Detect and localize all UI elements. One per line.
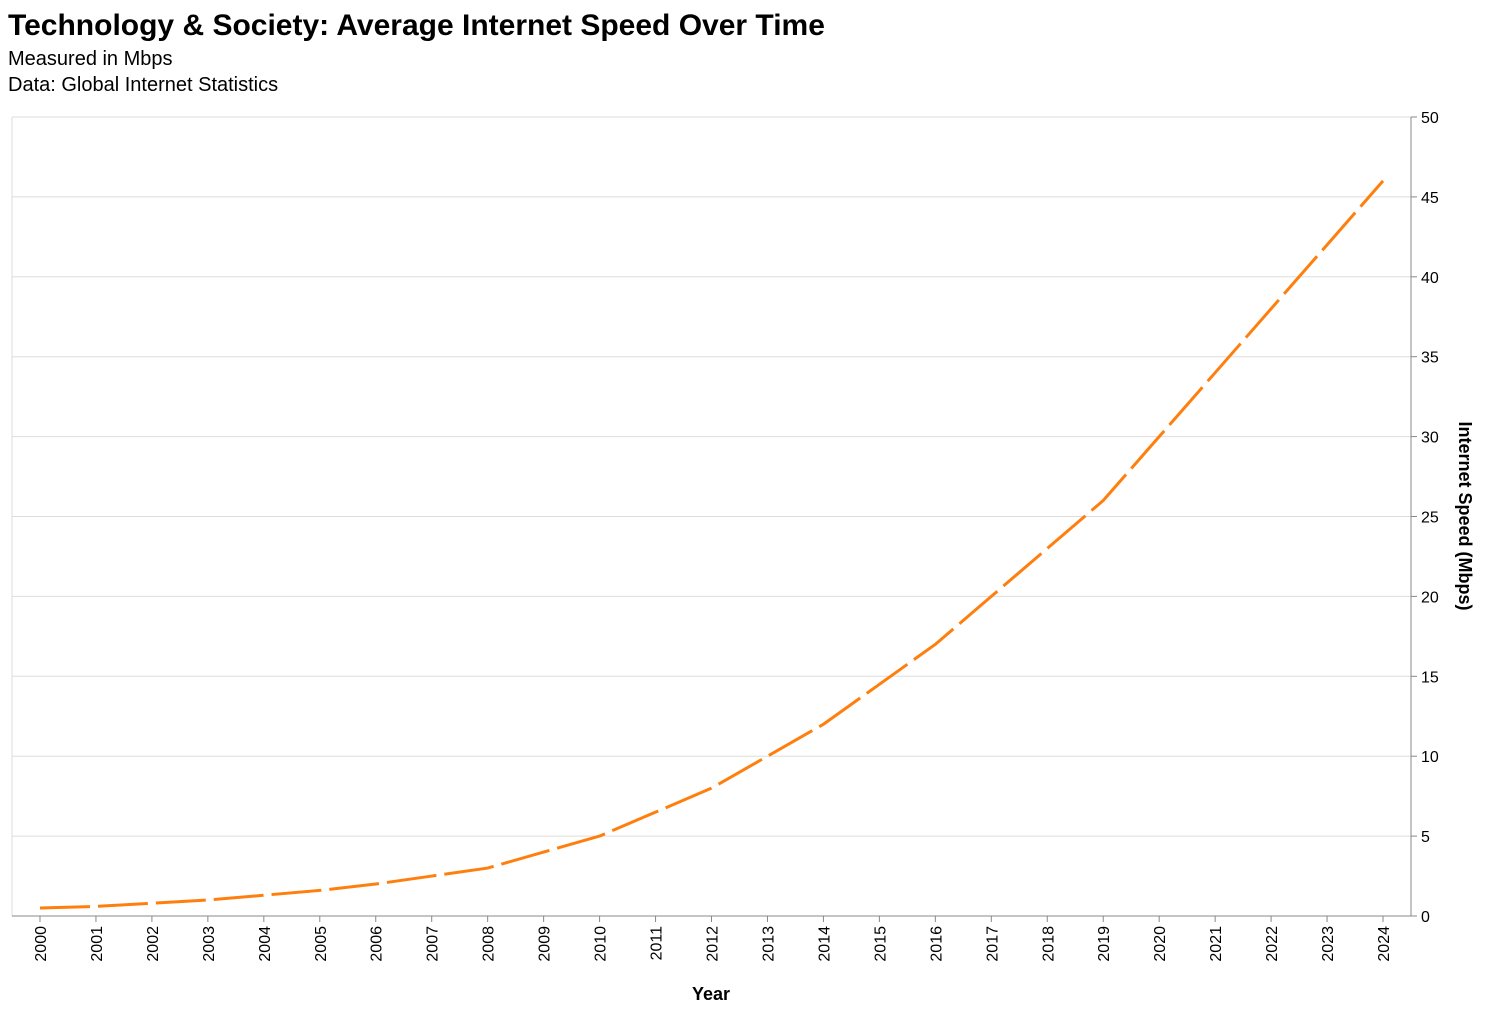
x-tick-label: 2011	[649, 926, 666, 961]
y-tick-label: 25	[1421, 510, 1439, 527]
series-line	[39, 179, 1385, 910]
x-tick-label: 2005	[313, 926, 330, 962]
x-tick-label: 2001	[89, 926, 106, 962]
x-tick-label: 2007	[425, 926, 442, 962]
x-tick-label: 2019	[1096, 926, 1113, 962]
chart-subtitle-1: Measured in Mbps	[8, 48, 173, 70]
x-tick-label: 2021	[1208, 926, 1225, 962]
chart-title: Technology & Society: Average Internet S…	[8, 9, 825, 42]
x-tick-label: 2000	[33, 926, 50, 962]
y-tick-label: 0	[1421, 909, 1430, 926]
y-tick-label: 30	[1421, 430, 1439, 447]
x-tick-label: 2012	[705, 926, 722, 962]
x-tick-label: 2015	[872, 926, 889, 962]
x-tick-label: 2017	[984, 926, 1001, 962]
y-tick-label: 20	[1421, 589, 1439, 606]
x-tick-label: 2022	[1264, 926, 1281, 962]
x-axis-title: Year	[692, 984, 730, 1004]
x-tick-label: 2018	[1040, 926, 1057, 962]
x-tick-label: 2008	[481, 926, 498, 962]
x-tick-label: 2004	[257, 926, 274, 962]
x-tick-label: 2009	[537, 926, 554, 962]
x-tick-label: 2014	[816, 926, 833, 962]
x-tick-label: 2020	[1152, 926, 1169, 962]
y-tick-label: 35	[1421, 350, 1439, 367]
y-tick-label: 10	[1421, 749, 1439, 766]
x-tick-label: 2002	[145, 926, 162, 962]
x-tick-label: 2016	[928, 926, 945, 962]
y-tick-label: 50	[1421, 110, 1439, 127]
y-tick-label: 5	[1421, 829, 1430, 846]
series-path	[39, 179, 1385, 910]
y-tick-label: 15	[1421, 669, 1439, 686]
x-axis: 2000 2001 2002 2003 2004 2005 2006 2007 2008 2009…	[12, 915, 1411, 962]
x-tick-label: 2010	[593, 926, 610, 962]
y-axis-title: Internet Speed (Mbps)	[1455, 421, 1475, 610]
x-tick-label: 2013	[760, 926, 777, 962]
y-tick-label: 40	[1421, 270, 1439, 287]
x-tick-label: 2023	[1320, 926, 1337, 962]
y-axis: 0 5 10 15 20 25 30 35 40 45 50	[1410, 110, 1439, 926]
chart-subtitle-2: Data: Global Internet Statistics	[8, 74, 279, 96]
x-tick-label: 2006	[369, 926, 386, 962]
y-tick-label: 45	[1421, 190, 1439, 207]
gridlines	[11, 116, 1411, 917]
x-tick-label: 2024	[1376, 926, 1393, 962]
title-block: Technology & Society: Average Internet S…	[8, 6, 825, 98]
x-tick-label: 2003	[201, 926, 218, 962]
